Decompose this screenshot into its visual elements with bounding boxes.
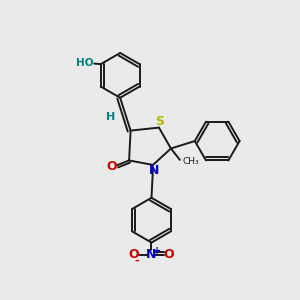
- Text: CH₃: CH₃: [182, 157, 199, 166]
- Text: +: +: [153, 246, 161, 256]
- Text: H: H: [106, 112, 116, 122]
- Text: O: O: [107, 160, 118, 172]
- Text: S: S: [155, 115, 164, 128]
- Text: N: N: [146, 248, 157, 261]
- Text: O: O: [164, 248, 174, 261]
- Text: -: -: [135, 256, 140, 266]
- Text: N: N: [149, 164, 159, 176]
- Text: HO: HO: [76, 58, 93, 68]
- Text: O: O: [129, 248, 140, 261]
